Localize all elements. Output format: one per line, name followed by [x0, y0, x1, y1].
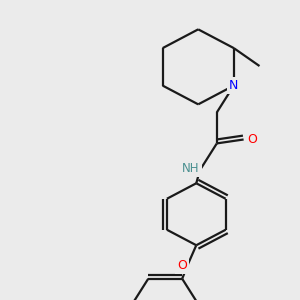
Text: O: O: [248, 133, 257, 146]
Text: N: N: [229, 79, 239, 92]
Text: O: O: [177, 259, 187, 272]
Text: NH: NH: [182, 162, 200, 175]
